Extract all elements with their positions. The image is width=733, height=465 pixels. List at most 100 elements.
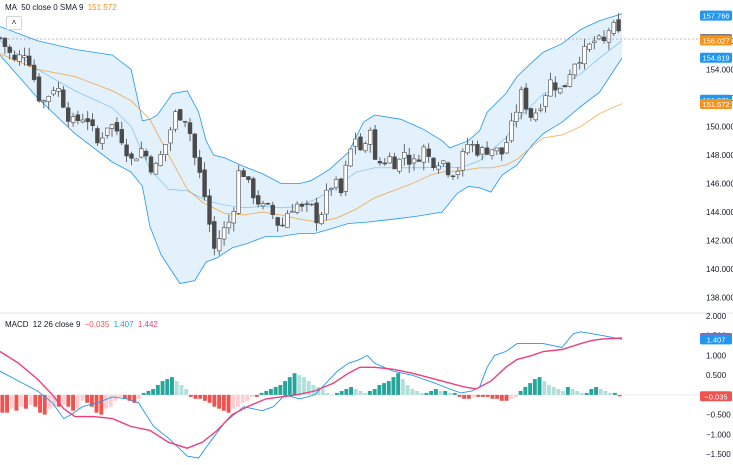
- price-axis-tick-label: 150.000: [706, 123, 733, 132]
- macd-histogram-bar: [542, 381, 547, 395]
- candle-body: [358, 136, 363, 151]
- macd-histogram-bar: [396, 373, 401, 395]
- candle-body: [299, 203, 305, 207]
- macd-histogram-bar: [174, 381, 179, 395]
- candle-body: [421, 146, 426, 163]
- macd-histogram-bar: [410, 389, 415, 395]
- macd-histogram-bar: [372, 389, 377, 395]
- macd-histogram-bar: [122, 394, 127, 399]
- macd-histogram-bar: [580, 392, 584, 395]
- macd-histogram-bar: [198, 394, 203, 399]
- candle-body: [41, 100, 47, 103]
- macd-histogram-bar: [56, 394, 61, 407]
- macd-histogram-bar: [556, 389, 561, 395]
- candle-body: [124, 144, 129, 157]
- candle-body: [139, 148, 144, 158]
- candle-body: [406, 154, 412, 165]
- candle-body: [611, 22, 617, 34]
- candle-body: [197, 157, 202, 173]
- price-price-tag: [700, 10, 732, 21]
- macd-histogram-bar: [0, 394, 5, 413]
- macd-histogram-bar: [584, 392, 589, 395]
- macd-histogram-bar: [137, 394, 141, 399]
- candle-body: [100, 137, 105, 144]
- macd-histogram-bar: [363, 392, 368, 395]
- candle-body: [221, 227, 227, 240]
- macd-histogram-bar: [85, 394, 90, 403]
- candle-body: [557, 88, 563, 94]
- price-axis-tick-label: 138.000: [706, 294, 733, 303]
- bollinger-lower-line: [0, 54, 623, 284]
- macd-histogram-bar: [254, 394, 259, 397]
- macd-legend[interactable]: MACD 12 26 close 9 −0.035 1.407 1.442: [5, 320, 160, 329]
- collapse-legend-button[interactable]: ˄: [6, 16, 22, 30]
- macd-histogram-bar: [226, 394, 231, 413]
- candle-body: [255, 195, 261, 205]
- candle-body: [436, 165, 441, 170]
- macd-axis-tick-label: 2.000: [706, 312, 727, 321]
- candle-body: [31, 64, 37, 80]
- candle-body: [51, 90, 56, 95]
- candle-body: [445, 162, 451, 176]
- macd-histogram-bar: [325, 392, 330, 395]
- macd-histogram-bar: [179, 385, 184, 395]
- macd-price-tag-label: −0.035: [704, 392, 727, 401]
- macd-histogram-bar: [457, 394, 462, 397]
- macd-histogram-bar: [429, 391, 434, 395]
- macd-histogram-bar: [203, 394, 207, 401]
- candle-body: [509, 120, 514, 142]
- macd-histogram-bar: [170, 377, 174, 395]
- macd-histogram-bar: [188, 394, 193, 397]
- macd-histogram-bar: [424, 392, 429, 395]
- macd-histogram-bar: [207, 394, 212, 403]
- macd-histogram-bar: [481, 394, 485, 397]
- candle-body: [338, 178, 344, 194]
- macd-histogram-bar: [61, 394, 66, 405]
- candle-body: [143, 150, 149, 157]
- macd-histogram-bar: [514, 394, 518, 397]
- candle-body: [0, 37, 3, 39]
- macd-histogram-bar: [518, 391, 523, 395]
- candle-body: [353, 138, 358, 147]
- macd-histogram-bar: [47, 394, 52, 409]
- candle-body: [567, 74, 573, 87]
- candle-body: [109, 124, 115, 129]
- candle-body: [363, 143, 368, 152]
- macd-histogram-bar: [24, 394, 28, 409]
- candle-body: [465, 144, 470, 154]
- macd-histogram-bar: [349, 387, 353, 395]
- macd-histogram-bar: [532, 379, 537, 395]
- candle-body: [290, 210, 295, 213]
- candle-body: [523, 87, 529, 110]
- price-price-tag-label: 151.572: [702, 100, 729, 109]
- macd-histogram-bar: [236, 394, 240, 407]
- candle-body: [538, 108, 543, 111]
- macd-histogram-bar: [108, 394, 113, 407]
- price-axis-tick-label: 146.000: [706, 180, 733, 189]
- macd-histogram-bar: [386, 381, 391, 395]
- candle-body: [514, 111, 519, 122]
- candle-body: [17, 54, 22, 62]
- macd-histogram-bar: [52, 394, 57, 407]
- macd-histogram-bar: [264, 391, 269, 395]
- macd-histogram-bar: [462, 394, 467, 399]
- candle-body: [163, 144, 168, 155]
- macd-histogram-bar: [89, 394, 94, 407]
- macd-histogram-bar: [419, 392, 424, 395]
- ma-legend-name: MA: [5, 3, 17, 12]
- candle-body: [348, 148, 353, 167]
- macd-histogram-bar: [499, 394, 504, 401]
- macd-histogram-bar: [433, 389, 438, 395]
- candle-body: [207, 195, 212, 225]
- macd-histogram-bar: [438, 391, 443, 395]
- macd-histogram-bar: [344, 389, 349, 395]
- macd-histogram-bar: [311, 385, 316, 395]
- macd-histogram-bar: [193, 394, 198, 399]
- candle-body: [392, 156, 397, 170]
- candle-body: [377, 161, 383, 164]
- macd-histogram-bar: [551, 387, 556, 395]
- ma-legend[interactable]: MA 50 close 0 SMA 9 151.572: [5, 3, 119, 12]
- candle-body: [470, 144, 475, 146]
- macd-axis-tick-label: 1.000: [706, 351, 727, 360]
